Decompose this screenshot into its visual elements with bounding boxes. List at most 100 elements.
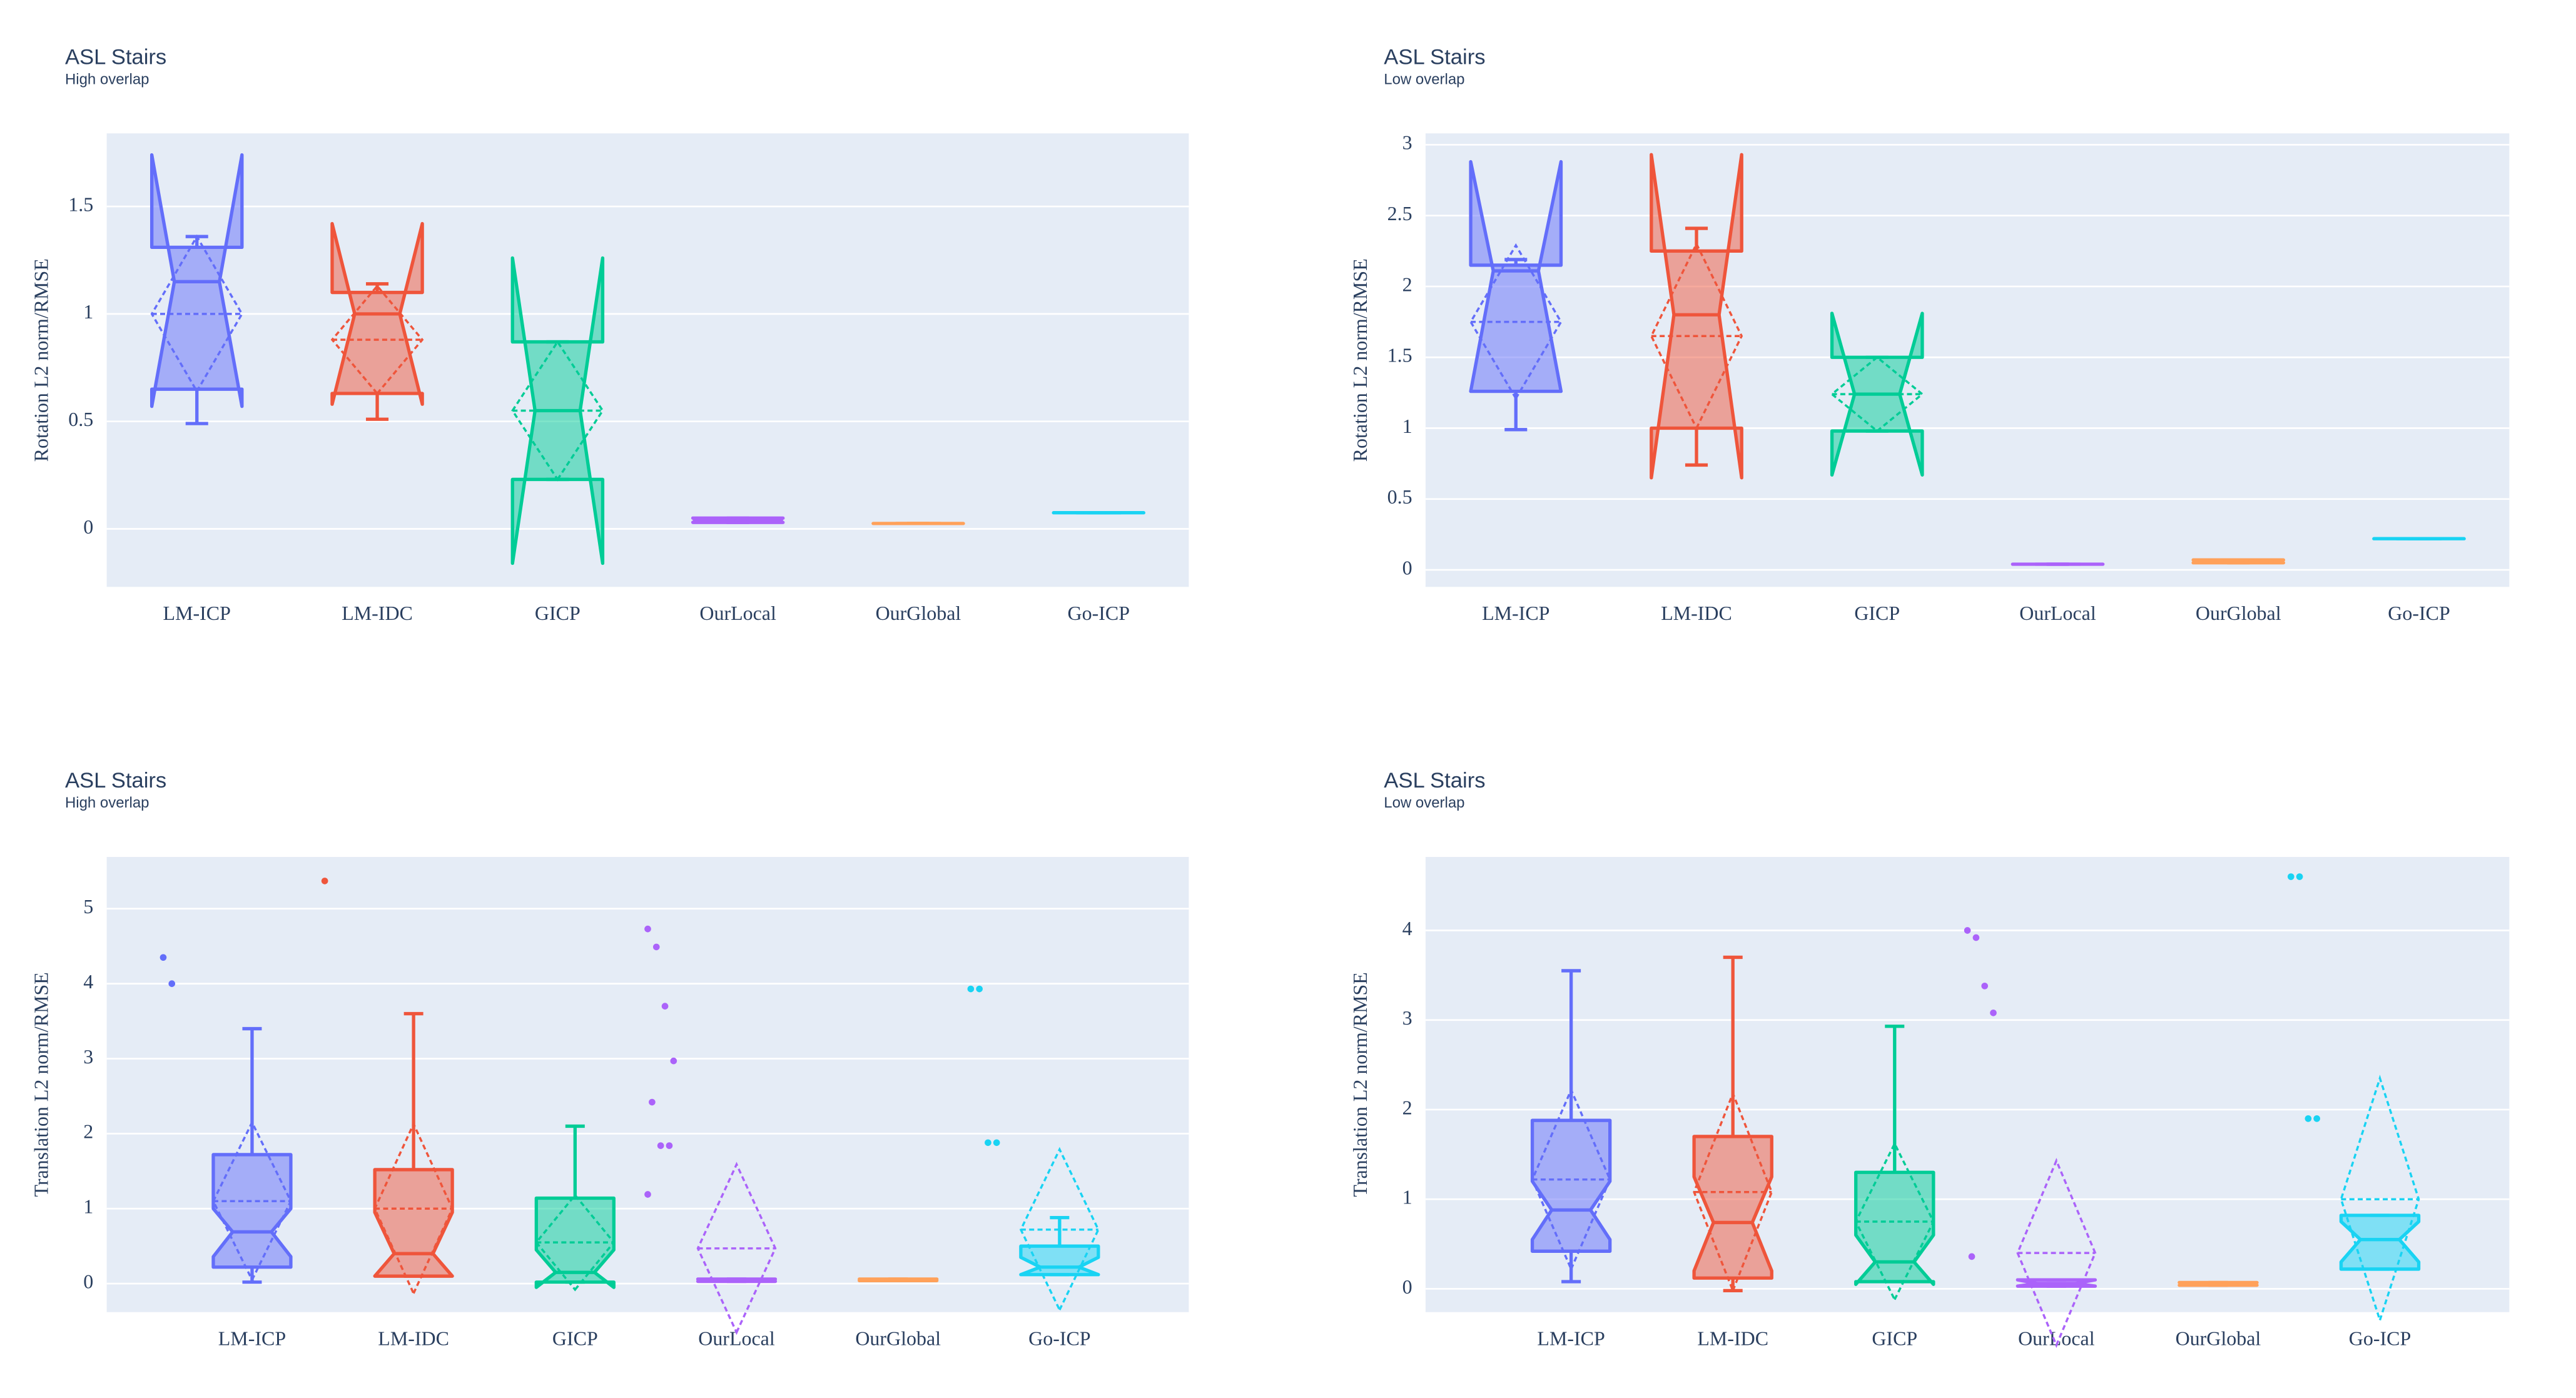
box bbox=[2339, 1213, 2421, 1271]
outlier-point bbox=[657, 1142, 664, 1149]
y-tick-label: 0 bbox=[83, 516, 93, 538]
outlier-point bbox=[976, 985, 983, 993]
y-tick-label: 2 bbox=[1402, 1097, 1412, 1118]
sd-diamond bbox=[212, 1120, 292, 1283]
plot-area bbox=[106, 857, 1189, 1312]
chart: ASL Stairs Low overlap 0 0.5 1 1.5 2 2.5 3 Rotati… bbox=[1349, 45, 2510, 624]
x-tick-label: LM-IDC bbox=[1697, 1327, 1768, 1349]
y-tick-label: 3 bbox=[1402, 1007, 1412, 1029]
x-tick-label: LM-IDC bbox=[342, 602, 413, 624]
sd-diamond bbox=[1650, 241, 1743, 431]
x-tick-label: GICP bbox=[1854, 602, 1900, 624]
sd-diamond bbox=[1693, 1090, 1773, 1294]
sd-diamond bbox=[696, 1162, 777, 1335]
outlier-point bbox=[2296, 873, 2303, 880]
sd-diamond bbox=[1469, 243, 1563, 401]
outlier-point bbox=[1972, 934, 1980, 941]
outlier-point bbox=[649, 1098, 656, 1106]
y-tick-label: 5 bbox=[83, 896, 93, 918]
y-tick-label: 0 bbox=[1402, 557, 1412, 579]
y-tick-label: 4 bbox=[83, 971, 93, 993]
chart-title: ASL Stairs bbox=[1384, 45, 1485, 69]
outlier-point bbox=[2287, 873, 2295, 880]
y-tick-label: 3 bbox=[1402, 132, 1412, 154]
sd-diamond bbox=[150, 234, 243, 394]
y-tick-label: 2 bbox=[83, 1121, 93, 1143]
x-tick-label: Go-ICP bbox=[1068, 602, 1130, 624]
x-tick-label: OurLocal bbox=[2019, 602, 2096, 624]
outlier-point bbox=[321, 878, 328, 884]
box bbox=[211, 1153, 293, 1269]
outlier-point bbox=[652, 943, 660, 951]
y-tick-label: 4 bbox=[1402, 918, 1412, 940]
sd-diamond bbox=[1019, 1147, 1100, 1313]
y-tick-label: 1 bbox=[83, 1196, 93, 1218]
outlier-point bbox=[661, 1003, 669, 1010]
chart-subtitle: Low overlap bbox=[1384, 71, 1464, 88]
sd-diamond bbox=[692, 517, 783, 524]
outlier-point bbox=[1981, 982, 1989, 990]
sd-diamond bbox=[535, 1193, 616, 1292]
outlier-point bbox=[644, 925, 651, 933]
sd-diamond bbox=[373, 1121, 454, 1296]
x-tick-label: GICP bbox=[1872, 1327, 1917, 1349]
x-tick-label: GICP bbox=[535, 602, 581, 624]
box bbox=[1019, 1244, 1100, 1277]
y-tick-label: 0 bbox=[83, 1270, 93, 1292]
outlier-point bbox=[1964, 927, 1971, 934]
outlier-point bbox=[160, 954, 167, 961]
plot-area bbox=[1425, 133, 2510, 587]
y-axis-title: Rotation L2 norm/RMSE bbox=[31, 258, 53, 462]
x-tick-label: GICP bbox=[552, 1327, 598, 1349]
chart-title: ASL Stairs bbox=[1384, 769, 1485, 793]
y-tick-label: 1.5 bbox=[68, 193, 93, 215]
y-tick-label: 2 bbox=[1402, 273, 1412, 295]
outlier-point bbox=[168, 980, 176, 987]
sd-diamond bbox=[330, 284, 424, 395]
box bbox=[1469, 160, 1563, 393]
chart-subtitle: Low overlap bbox=[1384, 794, 1464, 811]
y-tick-label: 0.5 bbox=[1387, 486, 1412, 508]
y-tick-label: 1.5 bbox=[1387, 345, 1412, 367]
x-tick-label: LM-ICP bbox=[1482, 602, 1549, 624]
sd-diamond bbox=[1830, 355, 1924, 433]
x-tick-label: Go-ICP bbox=[2349, 1327, 2411, 1349]
x-tick-label: LM-ICP bbox=[163, 602, 231, 624]
outlier-point bbox=[1990, 1009, 1997, 1016]
outlier-point bbox=[985, 1139, 991, 1147]
y-tick-label: 0.5 bbox=[68, 408, 93, 430]
sd-diamond bbox=[2016, 1158, 2097, 1349]
y-tick-label: 1 bbox=[1402, 1187, 1412, 1208]
sd-diamond bbox=[511, 340, 604, 482]
outlier-point bbox=[993, 1139, 1000, 1147]
box bbox=[1692, 1135, 1773, 1280]
x-tick-label: OurGlobal bbox=[855, 1327, 941, 1349]
y-axis-title: Translation L2 norm/RMSE bbox=[31, 972, 53, 1197]
sd-diamond bbox=[2340, 1075, 2420, 1324]
y-tick-label: 3 bbox=[83, 1046, 93, 1068]
outlier-point bbox=[2313, 1115, 2321, 1122]
x-tick-label: OurGlobal bbox=[2176, 1327, 2261, 1349]
y-tick-label: 0 bbox=[1402, 1276, 1412, 1298]
sd-diamond bbox=[859, 1278, 937, 1282]
y-axis-title: Translation L2 norm/RMSE bbox=[1349, 972, 1371, 1197]
box bbox=[373, 1168, 454, 1278]
outlier-point bbox=[1968, 1253, 1975, 1260]
outlier-point bbox=[666, 1142, 673, 1149]
x-tick-label: OurGlobal bbox=[2196, 602, 2281, 624]
sd-diamond bbox=[2179, 1282, 2258, 1287]
box bbox=[1854, 1170, 1935, 1286]
chart-subtitle: High overlap bbox=[65, 71, 150, 88]
outlier-point bbox=[967, 985, 975, 993]
outlier-point bbox=[2305, 1115, 2312, 1122]
x-tick-label: OurLocal bbox=[699, 602, 776, 624]
chart-title: ASL Stairs bbox=[65, 45, 166, 69]
plot-area bbox=[106, 133, 1189, 587]
sd-diamond bbox=[2193, 559, 2284, 564]
chart: ASL Stairs High overlap 0 0.5 1 1.5 Rotation L… bbox=[31, 45, 1189, 624]
y-tick-label: 1 bbox=[1402, 415, 1412, 437]
x-tick-label: Go-ICP bbox=[1028, 1327, 1090, 1349]
y-axis-title: Rotation L2 norm/RMSE bbox=[1349, 258, 1371, 462]
